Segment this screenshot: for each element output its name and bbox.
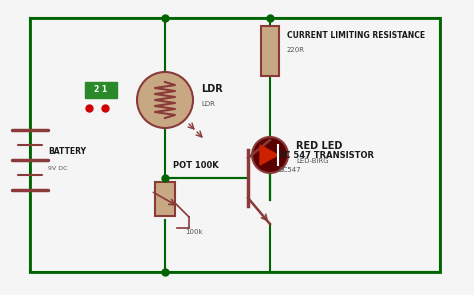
Text: 9V DC: 9V DC [48, 165, 67, 171]
Circle shape [252, 137, 288, 173]
Circle shape [137, 72, 193, 128]
Text: POT 100K: POT 100K [173, 161, 219, 170]
Text: BC547: BC547 [278, 167, 301, 173]
FancyBboxPatch shape [85, 82, 117, 98]
Text: 100k: 100k [185, 229, 202, 235]
Polygon shape [260, 145, 278, 165]
Text: LED-BIRG: LED-BIRG [296, 158, 328, 164]
Text: BATTERY: BATTERY [48, 148, 86, 157]
Text: CURRENT LIMITING RESISTANCE: CURRENT LIMITING RESISTANCE [287, 31, 425, 40]
Text: LDR: LDR [201, 101, 215, 107]
FancyBboxPatch shape [155, 182, 175, 216]
FancyBboxPatch shape [261, 26, 279, 76]
Text: BC 547 TRANSISTOR: BC 547 TRANSISTOR [278, 151, 374, 160]
Text: 2 1: 2 1 [94, 86, 108, 94]
Text: RED LED: RED LED [296, 141, 342, 151]
Text: LDR: LDR [201, 84, 223, 94]
Text: 220R: 220R [287, 47, 305, 53]
